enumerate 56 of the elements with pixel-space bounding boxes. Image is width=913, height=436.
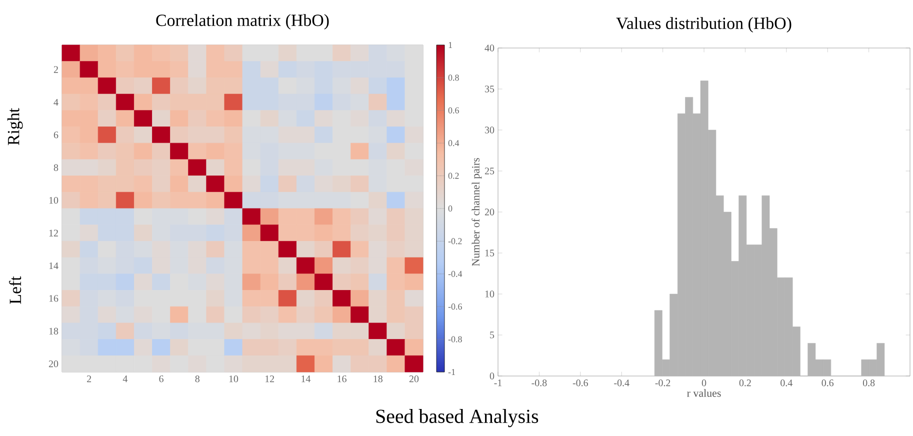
x-tick-label: 10: [229, 376, 238, 382]
y-tick-label: 18: [49, 328, 58, 334]
color-bar-label: -1: [448, 369, 455, 375]
x-tick-label: 4: [122, 376, 128, 382]
x-tick-label: 0.8: [862, 380, 875, 386]
y-tick-label: 14: [49, 262, 58, 270]
color-bar-label: -0.2: [448, 238, 462, 244]
text: Left: [9, 276, 22, 304]
y-tick-label: 40: [484, 44, 494, 52]
y-tick-label: 4: [54, 98, 58, 106]
y-tick-label: 20: [48, 360, 58, 368]
y-tick-label: 5: [490, 332, 494, 338]
color-bar-label: 0.4: [448, 140, 460, 146]
x-tick-label: 8: [195, 376, 200, 382]
y-tick-label: 16: [49, 295, 58, 302]
color-bar-label: 0.6: [448, 107, 459, 114]
x-tick-label: -0.2: [655, 380, 670, 386]
color-bar-label: -0.6: [448, 304, 462, 310]
x-tick-label: 18: [374, 376, 382, 382]
x-tick-label: 0.4: [780, 380, 792, 386]
y-tick-label: 8: [54, 164, 58, 171]
x-tick-label: -1: [494, 380, 502, 386]
x-tick-label: 16: [338, 376, 346, 382]
x-tick-label: 14: [302, 376, 311, 382]
text: Right: [7, 108, 23, 146]
y-tick-label: 12: [49, 230, 58, 236]
y-tick-label: 25: [484, 168, 494, 174]
y-tick-label: 6: [54, 132, 58, 138]
x-tick-label: 0.2: [739, 380, 751, 386]
x-tick-label: -0.6: [572, 380, 588, 386]
x-tick-label: 20: [409, 376, 419, 382]
color-bar-label: 0.8: [448, 74, 459, 81]
color-bar-label: -0.4: [448, 270, 462, 277]
x-tick-label: 0.6: [822, 380, 834, 386]
x-axis-title: r values: [687, 389, 721, 397]
text: Seed based Analysis: [376, 409, 538, 428]
x-tick-label: -0.4: [614, 380, 630, 386]
x-tick-label: 12: [265, 376, 274, 382]
y-tick-label: 15: [485, 250, 494, 256]
x-tick-label: 2: [87, 376, 92, 382]
y-axis-title: Number of channel pairs: [472, 158, 482, 266]
x-tick-label: 6: [159, 376, 164, 382]
chart-title: Values distribution (HbO): [616, 17, 792, 32]
y-tick-label: 35: [485, 86, 494, 92]
color-bar-label: -0.8: [448, 336, 462, 342]
color-bar-label: 0: [448, 205, 452, 212]
x-tick-label: -0.8: [532, 380, 547, 386]
chart-title: Correlation matrix (HbO): [156, 14, 329, 30]
color-bar-label: 0.2: [448, 172, 459, 179]
y-tick-label: 10: [485, 290, 494, 298]
y-tick-label: 20: [484, 208, 494, 216]
y-tick-label: 10: [49, 196, 58, 204]
color-bar-label: 1: [448, 42, 452, 48]
x-tick-label: 0: [702, 380, 706, 386]
y-tick-label: 2: [54, 66, 58, 73]
y-tick-label: 30: [485, 126, 494, 134]
